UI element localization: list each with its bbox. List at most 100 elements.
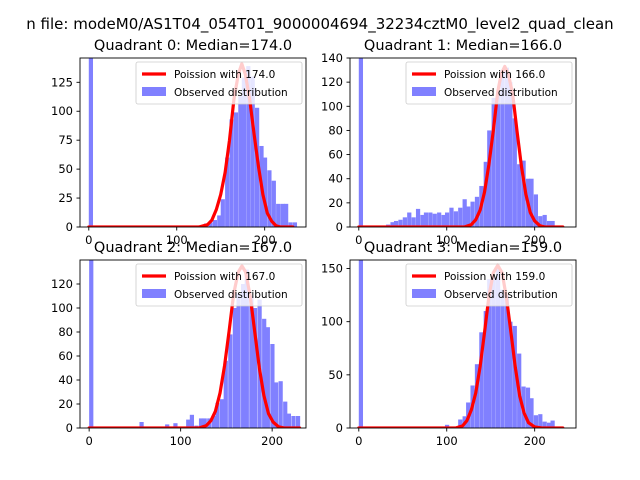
y-tick-label: 140 [321,51,343,65]
x-tick-label: 200 [524,434,546,448]
y-tick-label: 80 [58,325,73,339]
histogram-bar [441,214,446,227]
y-tick-label: 50 [328,368,343,382]
histogram-bar [512,325,517,428]
x-tick-label: 200 [524,233,546,247]
histogram-bar [453,211,458,227]
histogram-bar [444,212,450,227]
histogram-bar [241,77,247,227]
histogram-bar [212,220,218,227]
y-tick-label: 40 [328,172,343,186]
histogram-bar [411,217,416,227]
x-tick-label: 100 [166,233,188,247]
legend-patch-swatch [142,87,166,96]
histogram-bar [479,332,484,428]
histogram-bar [236,293,241,428]
legend: Poission with 167.0 Observed distribution [135,263,303,307]
y-tick-label: 0 [336,220,343,234]
histogram-bar [208,222,213,227]
histogram-bar [390,222,395,227]
histogram-bar [483,311,488,428]
x-tick-label: 200 [254,233,276,247]
panel-title: Quadrant 1: Median=166.0 [364,38,562,54]
histogram-bar [278,381,283,428]
histogram-bar [398,219,403,227]
histogram-bar [491,277,496,428]
histogram-bar [88,58,94,227]
y-tick-label: 100 [51,104,73,118]
y-tick-label: 75 [58,133,73,147]
legend-label-poisson: Poission with 159.0 [444,271,545,283]
histogram-bar [219,399,225,428]
histogram-bar [483,161,488,227]
histogram-bar [186,419,191,428]
histogram-bar [215,402,220,428]
histogram-bar [89,260,94,428]
histogram-bar [173,423,178,428]
histogram-bar [211,416,216,428]
y-tick-label: 120 [321,75,343,89]
histogram-bar [423,212,429,227]
histogram-bar [529,398,534,428]
y-tick-label: 125 [51,75,73,89]
histogram-bar [449,207,454,227]
x-tick-label: 0 [85,233,92,247]
x-tick-label: 0 [355,434,362,448]
panel-0: 0 100 200 0 25 50 75 100 125 Quadrant 0: Median=1… [51,38,307,247]
histogram-bar [533,194,539,227]
histogram-bar [358,260,364,428]
histogram-bar [550,220,555,227]
histogram-bar [393,220,399,227]
histogram-bar [533,415,539,428]
histogram-bar [228,334,233,428]
x-tick-label: 100 [170,434,192,448]
legend-label-observed: Observed distribution [444,289,558,301]
figure-suptitle: n file: modeM0/AS1T04_054T01_9000004694_… [26,15,613,34]
axes-frame [349,259,577,429]
legend: Poission with 174.0 Observed distribution [135,61,303,105]
histogram-bar [292,222,298,227]
histogram-bar [270,344,275,428]
y-tick-label: 150 [321,262,343,276]
histogram-bar [238,96,243,227]
histogram-bar [474,364,480,428]
legend-box [405,263,573,307]
histogram-bar [495,93,501,227]
y-tick-label: 100 [51,301,73,315]
histogram-bar [295,416,301,428]
histogram-bar [271,180,276,227]
histogram-bar [402,217,407,227]
y-tick-label: 20 [58,397,73,411]
x-tick-label: 0 [85,434,92,448]
histogram-bar [529,178,534,227]
histogram-bar [225,157,230,227]
axes-frame [79,259,307,429]
panel-title: Quadrant 2: Median=167.0 [94,240,292,256]
histogram-bar [249,296,254,428]
plot-area-2 [87,260,302,428]
histogram-bar [284,203,289,227]
legend-label-observed: Observed distribution [174,289,288,301]
histogram-bar [491,97,496,227]
legend-box [135,263,303,307]
plot-area-1 [357,58,565,227]
histogram-bar [495,268,501,428]
histogram-bar [244,269,249,428]
y-tick-label: 50 [58,162,73,176]
histogram-bar [262,318,267,428]
legend-label-poisson: Poission with 174.0 [174,69,275,81]
histogram-bar [470,201,475,227]
histogram-bar [428,212,433,227]
x-tick-label: 200 [261,434,283,448]
histogram-bar [521,160,526,227]
histogram-bar [233,112,239,227]
histogram-bar [358,58,364,227]
histogram-bar [487,130,492,227]
histogram-bar [512,118,517,227]
histogram-bar [458,419,463,428]
y-tick-label: 100 [321,315,343,329]
histogram-bar [291,416,296,428]
panel-title: Quadrant 0: Median=174.0 [94,38,292,54]
histogram-bar [432,213,437,227]
